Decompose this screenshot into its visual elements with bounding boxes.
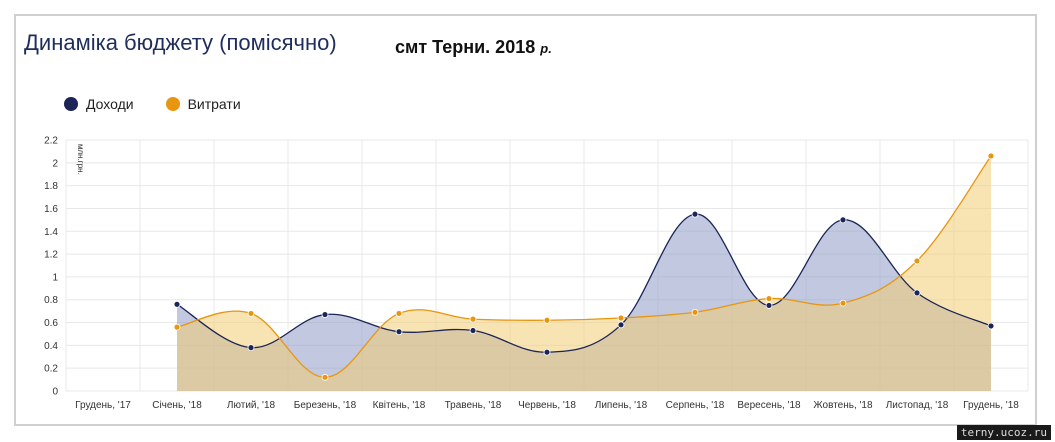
y-tick-label: 0.6 [44,318,58,329]
x-tick-label: Червень, '18 [518,400,576,411]
y-tick-label: 1 [52,272,58,283]
chart-subtitle: смт Терни. 2018 р. [395,37,552,58]
x-tick-label: Лютий, '18 [227,400,276,411]
y-tick-label: 2.2 [44,136,58,147]
point-income [987,322,995,330]
legend-item-expense[interactable]: Витрати [165,96,241,112]
x-tick-label: Вересень, '18 [737,400,801,411]
y-tick-label: 0.4 [44,341,58,352]
point-expense [395,310,403,317]
legend: Доходи Витрати [64,96,241,112]
x-tick-label: Травень, '18 [445,400,502,411]
x-tick-label: Листопад, '18 [886,400,949,411]
y-tick-label: 0.2 [44,364,58,375]
x-tick-label: Липень, '18 [595,400,648,411]
legend-label-expense: Витрати [187,96,241,112]
point-income [395,328,403,336]
legend-dot-expense [165,97,180,111]
y-tick-label: 1.4 [44,227,58,238]
point-expense [321,373,329,381]
point-income [765,302,773,309]
y-axis-label: млн.грн. [76,144,85,175]
chart-title: Динаміка бюджету (помісячно) [24,30,337,55]
y-tick-label: 2 [52,158,58,169]
area-expense [177,155,991,391]
point-expense [691,308,699,316]
point-expense [543,316,551,324]
legend-item-income[interactable]: Доходи [64,96,134,112]
point-expense [913,257,921,265]
y-tick-label: 0.8 [44,295,58,306]
point-expense [839,299,847,307]
x-tick-label: Серпень, '18 [666,400,725,411]
x-tick-label: Січень, '18 [152,400,202,411]
point-income [691,210,699,218]
point-income [839,216,847,224]
point-income [469,327,477,334]
point-expense [247,310,255,317]
x-tick-label: Квітень, '18 [373,400,426,411]
x-tick-label: Жовтень, '18 [813,400,873,411]
point-income [173,300,181,308]
y-tick-label: 1.2 [44,250,58,261]
watermark: terny.ucoz.ru [956,425,1051,440]
subtitle-text: смт Терни. 2018 [395,37,536,57]
point-expense [765,295,773,302]
legend-label-income: Доходи [86,96,134,112]
x-tick-label: Грудень, '18 [963,400,1019,411]
y-tick-label: 1.8 [44,181,58,192]
point-income [543,348,551,356]
x-tick-label: Березень, '18 [294,400,357,411]
point-income [913,289,921,297]
point-income [617,321,625,329]
point-expense [617,314,625,322]
points [173,152,995,381]
y-tick-label: 1.6 [44,204,58,215]
point-income [247,344,255,352]
legend-dot-income [64,97,78,111]
point-income [321,311,329,318]
axes: 0 0.2 0.4 0.6 0.8 1 1.2 1.4 1.6 1.8 2 2.2 Грудень, '… [44,136,1019,412]
point-expense [469,315,477,323]
point-expense [173,323,181,331]
y-tick-label: 0 [52,387,58,398]
x-tick-label: Грудень, '17 [75,400,131,411]
line-expense [176,155,992,378]
subtitle-suffix: р. [540,41,552,56]
point-expense [987,152,995,160]
